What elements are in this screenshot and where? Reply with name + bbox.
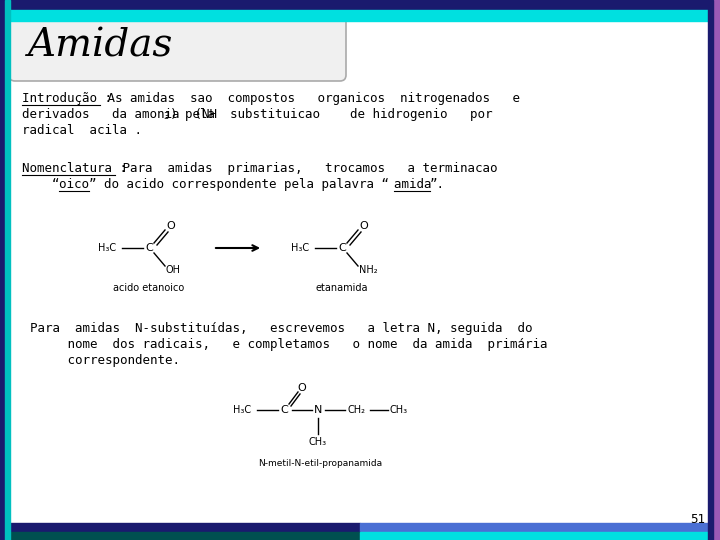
Text: ”.: ”.	[430, 178, 445, 191]
Text: acido etanoico: acido etanoico	[113, 283, 184, 293]
Text: amida: amida	[394, 178, 439, 191]
Text: 51: 51	[690, 513, 706, 526]
Text: CH₃: CH₃	[309, 437, 327, 447]
Text: ” do acido correspondente pela palavra “: ” do acido correspondente pela palavra “	[89, 178, 434, 191]
Bar	[0, 0, 720, 10]
Text: ) pela  substituicao    de hidrogenio   por: ) pela substituicao de hidrogenio por	[170, 108, 492, 121]
Text: NH₂: NH₂	[359, 265, 377, 275]
Bar	[708, 0, 713, 540]
Bar	[713, 0, 720, 540]
Text: H₃C: H₃C	[291, 243, 309, 253]
Text: CH₃: CH₃	[390, 405, 408, 415]
Text: oico: oico	[59, 178, 96, 191]
Text: N: N	[314, 405, 322, 415]
Bar	[0, 532, 360, 540]
Text: H₃C: H₃C	[233, 405, 251, 415]
Text: Amidas: Amidas	[28, 28, 174, 64]
Text: correspondente.: correspondente.	[30, 354, 180, 367]
Text: etanamida: etanamida	[316, 283, 368, 293]
Text: As amidas  sao  compostos   organicos  nitrogenados   e: As amidas sao compostos organicos nitrog…	[100, 92, 520, 105]
Text: O: O	[297, 383, 307, 393]
Text: CH₂: CH₂	[347, 405, 365, 415]
Text: Para  amidas  primarias,   trocamos   a terminacao: Para amidas primarias, trocamos a termin…	[115, 162, 498, 175]
Text: derivados   da amonia  (NH: derivados da amonia (NH	[22, 108, 217, 121]
FancyBboxPatch shape	[9, 11, 346, 81]
Text: C: C	[145, 243, 153, 253]
Bar	[0, 10, 720, 21]
Text: O: O	[166, 221, 176, 231]
Bar	[360, 523, 720, 532]
Bar	[0, 523, 360, 532]
Text: Nomenclatura :: Nomenclatura :	[22, 162, 127, 175]
Text: 3: 3	[163, 112, 168, 121]
Text: “: “	[52, 178, 60, 191]
Text: Para  amidas  N-substituídas,   escrevemos   a letra N, seguida  do: Para amidas N-substituídas, escrevemos a…	[30, 322, 533, 335]
Text: O: O	[359, 221, 369, 231]
Text: N-metil-N-etil-propanamida: N-metil-N-etil-propanamida	[258, 460, 382, 469]
Text: nome  dos radicais,   e completamos   o nome  da amida  primária: nome dos radicais, e completamos o nome …	[30, 338, 547, 351]
Text: Introdução :: Introdução :	[22, 92, 112, 105]
Bar	[0, 0, 5, 540]
Bar	[5, 0, 10, 540]
Text: radical  acila .: radical acila .	[22, 124, 142, 137]
Text: C: C	[280, 405, 288, 415]
Bar	[360, 532, 720, 540]
Text: OH: OH	[166, 265, 181, 275]
Text: H₃C: H₃C	[98, 243, 116, 253]
Text: C: C	[338, 243, 346, 253]
